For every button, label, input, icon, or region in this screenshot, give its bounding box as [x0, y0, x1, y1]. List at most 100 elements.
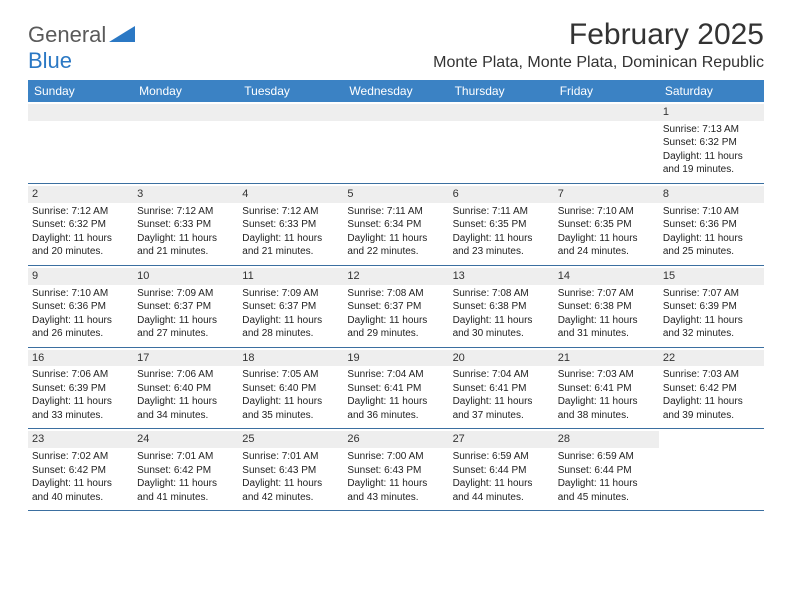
day1-text: Daylight: 11 hours	[242, 395, 339, 409]
empty-cell	[659, 429, 764, 510]
sunrise-text: Sunrise: 7:10 AM	[32, 287, 129, 301]
header: General Blue February 2025 Monte Plata, …	[28, 18, 764, 74]
day1-text: Daylight: 11 hours	[347, 232, 444, 246]
brand-part1: General	[28, 22, 106, 47]
day-number: 10	[133, 268, 238, 285]
day2-text: and 35 minutes.	[242, 409, 339, 423]
sunset-text: Sunset: 6:43 PM	[242, 464, 339, 478]
day2-text: and 44 minutes.	[453, 491, 550, 505]
sunrise-text: Sunrise: 7:09 AM	[242, 287, 339, 301]
week-row: 9 Sunrise: 7:10 AMSunset: 6:36 PM Daylight…	[28, 266, 764, 348]
sunrise-text: Sunrise: 7:06 AM	[137, 368, 234, 382]
day1-text: Daylight: 11 hours	[32, 232, 129, 246]
day2-text: and 38 minutes.	[558, 409, 655, 423]
day-number: 23	[28, 431, 133, 448]
day-number: 22	[659, 350, 764, 367]
day-cell: 12Sunrise: 7:08 AMSunset: 6:37 PMDayligh…	[343, 266, 448, 347]
sunrise-text: Sunrise: 7:10 AM	[558, 205, 655, 219]
sunrise-text: Sunrise: 7:03 AM	[663, 368, 760, 382]
day2-text: and 23 minutes.	[453, 245, 550, 259]
day2-text: and 24 minutes.	[558, 245, 655, 259]
day1-text: Daylight: 11 hours	[663, 314, 760, 328]
day1-text: Daylight: 11 hours	[347, 477, 444, 491]
day2-text: and 36 minutes.	[347, 409, 444, 423]
day2-text: and 37 minutes.	[453, 409, 550, 423]
day-cell: 18Sunrise: 7:05 AMSunset: 6:40 PMDayligh…	[238, 348, 343, 429]
sunset-text: Sunset: 6:43 PM	[347, 464, 444, 478]
day2-text: and 22 minutes.	[347, 245, 444, 259]
empty-cell	[238, 102, 343, 183]
sunrise-text: Sunrise: 7:03 AM	[558, 368, 655, 382]
day-cell: 24Sunrise: 7:01 AMSunset: 6:42 PMDayligh…	[133, 429, 238, 510]
day-cell: 15Sunrise: 7:07 AMSunset: 6:39 PMDayligh…	[659, 266, 764, 347]
sunset-text: Sunset: 6:42 PM	[32, 464, 129, 478]
sunrise-text: Sunrise: 7:09 AM	[137, 287, 234, 301]
day-cell: 2Sunrise: 7:12 AMSunset: 6:32 PMDaylight…	[28, 184, 133, 265]
day-cell: 25Sunrise: 7:01 AMSunset: 6:43 PMDayligh…	[238, 429, 343, 510]
day2-text: and 41 minutes.	[137, 491, 234, 505]
day1-text: Daylight: 11 hours	[137, 395, 234, 409]
brand-logo: General Blue	[28, 18, 135, 74]
sunrise-text: Sunrise: 7:12 AM	[32, 205, 129, 219]
day2-text: and 40 minutes.	[32, 491, 129, 505]
day-number: 13	[449, 268, 554, 285]
sunrise-text: Sunrise: 7:04 AM	[453, 368, 550, 382]
sunset-text: Sunset: 6:44 PM	[453, 464, 550, 478]
week-row: 23Sunrise: 7:02 AMSunset: 6:42 PMDayligh…	[28, 429, 764, 511]
sunset-text: Sunset: 6:42 PM	[663, 382, 760, 396]
empty-cell	[28, 102, 133, 183]
sunrise-text: Sunrise: 6:59 AM	[453, 450, 550, 464]
day-number: 4	[238, 186, 343, 203]
day-number: 16	[28, 350, 133, 367]
day-number: 6	[449, 186, 554, 203]
sunrise-text: Sunrise: 7:08 AM	[453, 287, 550, 301]
day-cell: 9Sunrise: 7:10 AMSunset: 6:36 PMDaylight…	[28, 266, 133, 347]
sunset-text: Sunset: 6:44 PM	[558, 464, 655, 478]
day-number: 14	[554, 268, 659, 285]
day1-text: Daylight: 11 hours	[242, 232, 339, 246]
day1-text: Daylight: 11 hours	[137, 477, 234, 491]
day-number	[28, 104, 133, 121]
day2-text: and 26 minutes.	[32, 327, 129, 341]
sunrise-text: Sunrise: 7:01 AM	[137, 450, 234, 464]
day1-text: Daylight: 11 hours	[453, 314, 550, 328]
day1-text: Daylight: 11 hours	[137, 232, 234, 246]
sunrise-text: Sunrise: 7:13 AM	[663, 123, 760, 137]
day-cell: 28Sunrise: 6:59 AMSunset: 6:44 PMDayligh…	[554, 429, 659, 510]
sunrise-text: Sunrise: 7:05 AM	[242, 368, 339, 382]
logo-triangle-icon	[109, 26, 135, 42]
day2-text: and 43 minutes.	[347, 491, 444, 505]
day2-text: and 21 minutes.	[137, 245, 234, 259]
day1-text: Daylight: 11 hours	[137, 314, 234, 328]
sunset-text: Sunset: 6:37 PM	[137, 300, 234, 314]
day1-text: Daylight: 11 hours	[558, 314, 655, 328]
brand-part2: Blue	[28, 48, 72, 73]
sunset-text: Sunset: 6:41 PM	[558, 382, 655, 396]
day1-text: Daylight: 11 hours	[663, 232, 760, 246]
day-cell: 20Sunrise: 7:04 AMSunset: 6:41 PMDayligh…	[449, 348, 554, 429]
day1-text: Daylight: 11 hours	[663, 150, 760, 164]
sunset-text: Sunset: 6:37 PM	[242, 300, 339, 314]
calendar-page: General Blue February 2025 Monte Plata, …	[0, 0, 792, 521]
day2-text: and 42 minutes.	[242, 491, 339, 505]
sunrise-text: Sunrise: 7:04 AM	[347, 368, 444, 382]
sunset-text: Sunset: 6:37 PM	[347, 300, 444, 314]
day-number: 9	[28, 268, 133, 285]
day2-text: and 28 minutes.	[242, 327, 339, 341]
day1-text: Daylight: 11 hours	[242, 477, 339, 491]
week-row: 16Sunrise: 7:06 AMSunset: 6:39 PMDayligh…	[28, 348, 764, 430]
sunset-text: Sunset: 6:33 PM	[137, 218, 234, 232]
day1-text: Daylight: 11 hours	[453, 477, 550, 491]
day-cell: 27Sunrise: 6:59 AMSunset: 6:44 PMDayligh…	[449, 429, 554, 510]
sunset-text: Sunset: 6:41 PM	[347, 382, 444, 396]
sunrise-text: Sunrise: 7:11 AM	[347, 205, 444, 219]
day-cell: 4Sunrise: 7:12 AMSunset: 6:33 PMDaylight…	[238, 184, 343, 265]
sunset-text: Sunset: 6:33 PM	[242, 218, 339, 232]
day2-text: and 31 minutes.	[558, 327, 655, 341]
day1-text: Daylight: 11 hours	[558, 477, 655, 491]
sunset-text: Sunset: 6:38 PM	[453, 300, 550, 314]
day-number: 28	[554, 431, 659, 448]
day1-text: Daylight: 11 hours	[558, 395, 655, 409]
sunrise-text: Sunrise: 7:07 AM	[558, 287, 655, 301]
sunset-text: Sunset: 6:36 PM	[32, 300, 129, 314]
